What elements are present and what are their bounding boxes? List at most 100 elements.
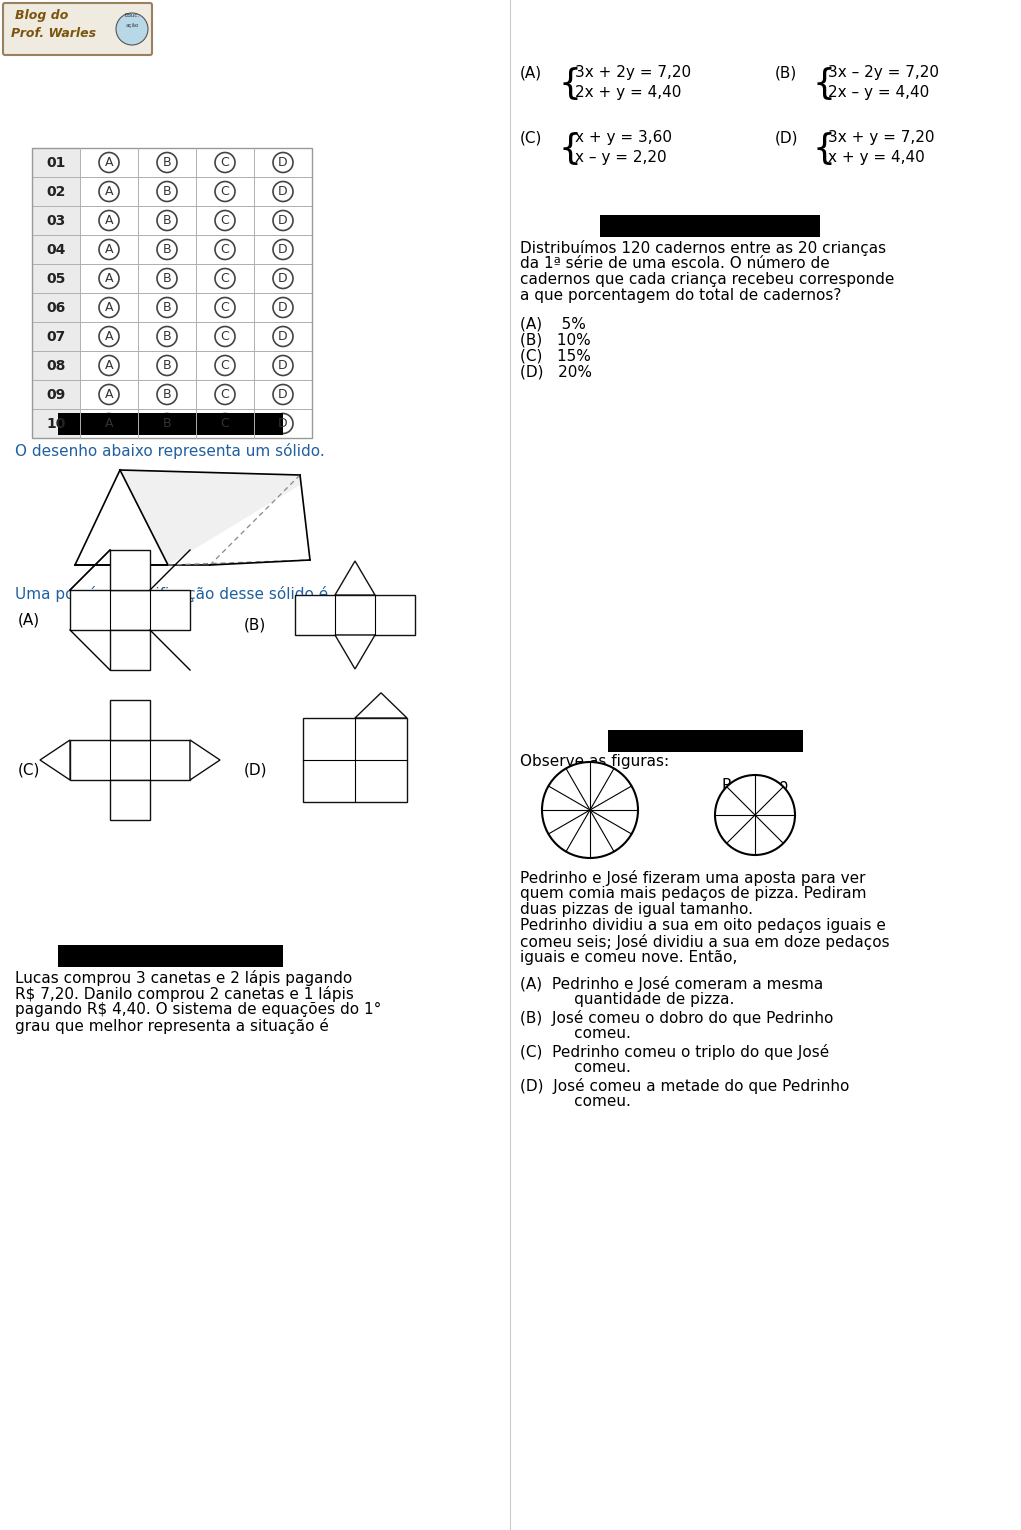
Text: C: C	[221, 301, 230, 314]
Text: Pedrinho e José fizeram uma aposta para ver: Pedrinho e José fizeram uma aposta para …	[520, 871, 866, 886]
Bar	[32, 350, 80, 379]
Text: A: A	[105, 389, 113, 401]
Bar	[32, 207, 312, 236]
Bar	[32, 350, 312, 379]
Text: A: A	[105, 185, 113, 197]
Bar	[32, 207, 80, 236]
Text: duas pizzas de igual tamanho.: duas pizzas de igual tamanho.	[520, 903, 753, 916]
Text: A: A	[105, 418, 113, 430]
Text: (A): (A)	[520, 64, 542, 80]
Text: B: B	[162, 156, 172, 168]
Bar	[110, 701, 150, 741]
Bar	[32, 177, 312, 207]
Bar	[110, 630, 150, 670]
Text: grau que melhor representa a situação é: grau que melhor representa a situação é	[15, 1017, 329, 1034]
Text: {: {	[558, 67, 581, 101]
Text: A: A	[105, 301, 113, 314]
Text: 05: 05	[46, 271, 65, 286]
Text: D: D	[278, 185, 288, 197]
Text: Distribuímos 120 cadernos entre as 20 crianças: Distribuímos 120 cadernos entre as 20 cr…	[520, 240, 886, 256]
Text: 2x + y = 4,40: 2x + y = 4,40	[575, 86, 681, 99]
Bar	[32, 379, 80, 409]
Text: B: B	[162, 272, 172, 285]
Polygon shape	[120, 470, 300, 565]
Text: B: B	[162, 214, 172, 226]
Text: C: C	[221, 418, 230, 430]
Polygon shape	[335, 562, 375, 595]
Text: D: D	[278, 156, 288, 168]
Text: A: A	[105, 330, 113, 343]
Text: 3x + y = 7,20: 3x + y = 7,20	[828, 130, 934, 145]
Text: {: {	[812, 67, 835, 101]
Text: pagando R$ 4,40. O sistema de equações do 1°: pagando R$ 4,40. O sistema de equações d…	[15, 1002, 382, 1017]
Text: B: B	[162, 360, 172, 372]
Text: C: C	[221, 185, 230, 197]
Bar	[32, 265, 312, 294]
Text: José: José	[574, 777, 605, 794]
Text: ação: ação	[126, 23, 139, 28]
Text: Prof. Warles: Prof. Warles	[11, 28, 96, 40]
Text: (D): (D)	[244, 762, 268, 777]
Bar	[607, 730, 803, 753]
Text: (C)  Pedrinho comeu o triplo do que José: (C) Pedrinho comeu o triplo do que José	[520, 1043, 829, 1060]
Bar	[110, 780, 150, 820]
Text: (D)  José comeu a metade do que Pedrinho: (D) José comeu a metade do que Pedrinho	[520, 1079, 849, 1094]
Text: (A)  Pedrinho e José comeram a mesma: (A) Pedrinho e José comeram a mesma	[520, 976, 823, 991]
Bar	[600, 216, 820, 237]
Text: C: C	[221, 243, 230, 256]
Text: x + y = 4,40: x + y = 4,40	[828, 150, 925, 165]
Text: 07: 07	[46, 329, 65, 344]
Text: x + y = 3,60: x + y = 3,60	[575, 130, 672, 145]
Bar	[303, 718, 407, 802]
Text: 01: 01	[46, 156, 65, 170]
Text: C: C	[221, 156, 230, 168]
Text: C: C	[221, 214, 230, 226]
Text: quem comia mais pedaços de pizza. Pediram: quem comia mais pedaços de pizza. Pedira…	[520, 886, 867, 901]
Polygon shape	[75, 560, 310, 565]
Text: B: B	[162, 389, 172, 401]
Text: B: B	[162, 330, 172, 343]
Text: O desenho abaixo representa um sólido.: O desenho abaixo representa um sólido.	[15, 444, 325, 459]
Text: {: {	[558, 132, 581, 165]
Text: D: D	[278, 389, 288, 401]
Text: 02: 02	[46, 185, 65, 199]
Text: 10: 10	[46, 416, 65, 430]
Text: A: A	[105, 243, 113, 256]
Text: comeu.: comeu.	[540, 1027, 631, 1040]
Text: (A): (A)	[18, 612, 40, 627]
Text: D: D	[278, 360, 288, 372]
Text: R$ 7,20. Danilo comprou 2 canetas e 1 lápis: R$ 7,20. Danilo comprou 2 canetas e 1 lá…	[15, 985, 354, 1002]
Text: (A)    5%: (A) 5%	[520, 317, 586, 330]
Bar	[58, 946, 283, 967]
Text: 09: 09	[46, 387, 65, 401]
Text: A: A	[105, 214, 113, 226]
Text: C: C	[221, 330, 230, 343]
Text: B: B	[162, 185, 172, 197]
Text: A: A	[105, 156, 113, 168]
Bar	[58, 413, 283, 435]
Text: (C): (C)	[18, 762, 41, 777]
Text: (D)   20%: (D) 20%	[520, 364, 592, 379]
Circle shape	[715, 776, 795, 855]
Polygon shape	[335, 635, 375, 669]
Text: D: D	[278, 301, 288, 314]
Text: Blog do: Blog do	[15, 9, 68, 21]
Bar	[32, 236, 80, 265]
Text: 3x – 2y = 7,20: 3x – 2y = 7,20	[828, 64, 939, 80]
Text: (B)  José comeu o dobro do que Pedrinho: (B) José comeu o dobro do que Pedrinho	[520, 1010, 833, 1027]
Text: Pedrinho dividiu a sua em oito pedaços iguais e: Pedrinho dividiu a sua em oito pedaços i…	[520, 918, 886, 933]
Text: comeu.: comeu.	[540, 1060, 631, 1076]
Bar	[32, 321, 80, 350]
Text: (D): (D)	[775, 130, 798, 145]
Text: Observe as figuras:: Observe as figuras:	[520, 754, 669, 770]
Polygon shape	[75, 470, 168, 565]
Circle shape	[116, 12, 148, 44]
Bar	[70, 741, 190, 780]
Text: D: D	[278, 418, 288, 430]
Text: (C): (C)	[520, 130, 542, 145]
Text: B: B	[162, 301, 172, 314]
Text: D: D	[278, 214, 288, 226]
Text: 04: 04	[46, 242, 65, 257]
Bar	[32, 177, 80, 207]
Text: 3x + 2y = 7,20: 3x + 2y = 7,20	[575, 64, 691, 80]
